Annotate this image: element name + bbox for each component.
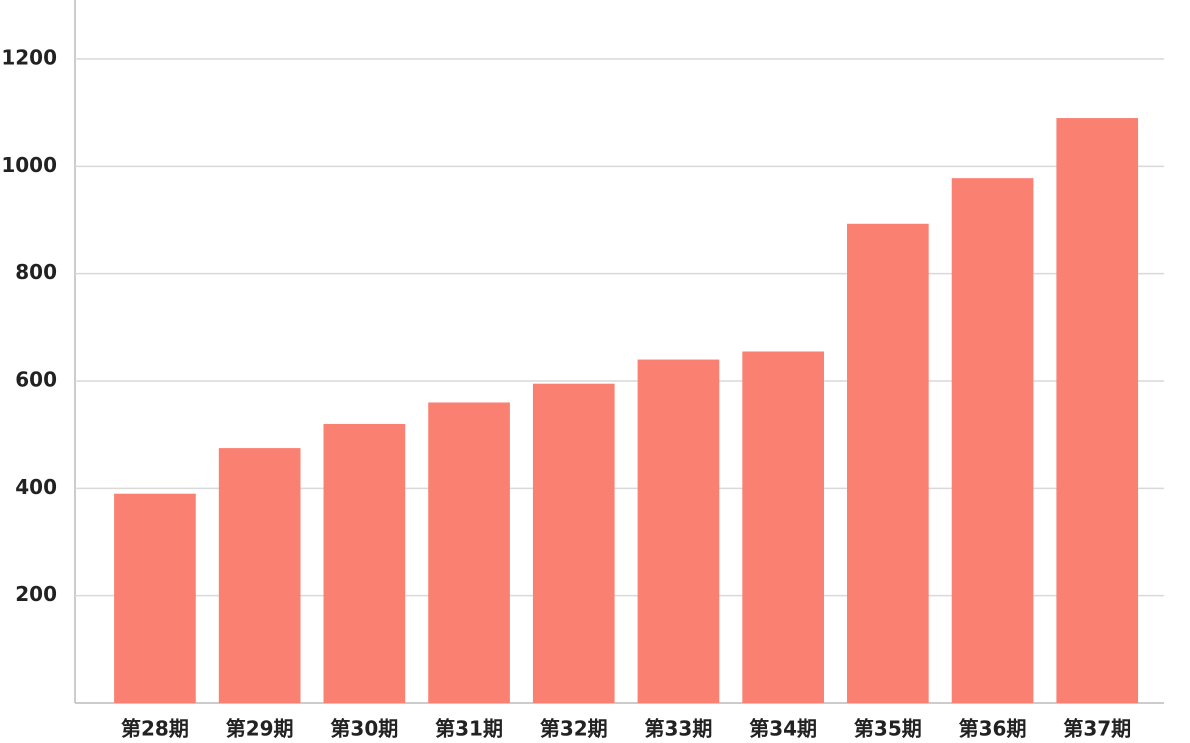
y-tick-label: 600 [15,368,57,392]
x-tick-label: 第28期 [121,717,189,741]
y-tick-label: 1200 [1,46,57,70]
x-tick-label: 第37期 [1063,717,1131,741]
bar [1056,118,1139,704]
x-tick-label: 第31期 [435,717,503,741]
bar [218,448,301,703]
x-tick-label: 第29期 [226,717,294,741]
y-tick-label: 400 [15,475,57,499]
y-tick-label: 800 [15,260,57,284]
bar [637,359,720,703]
bar [428,402,510,703]
bar [323,423,406,703]
bar [742,351,824,703]
bar [114,493,196,703]
x-tick-label: 第30期 [330,717,398,741]
x-tick-label: 第33期 [645,717,713,741]
x-tick-label: 第35期 [854,717,922,741]
x-tick-label: 第36期 [959,717,1027,741]
bar [951,178,1034,703]
x-tick-label: 第32期 [540,717,608,741]
x-tick-label: 第34期 [749,717,817,741]
bar [532,383,615,703]
bar [847,223,929,703]
y-tick-label: 1000 [1,153,57,177]
y-tick-label: 200 [15,582,57,606]
